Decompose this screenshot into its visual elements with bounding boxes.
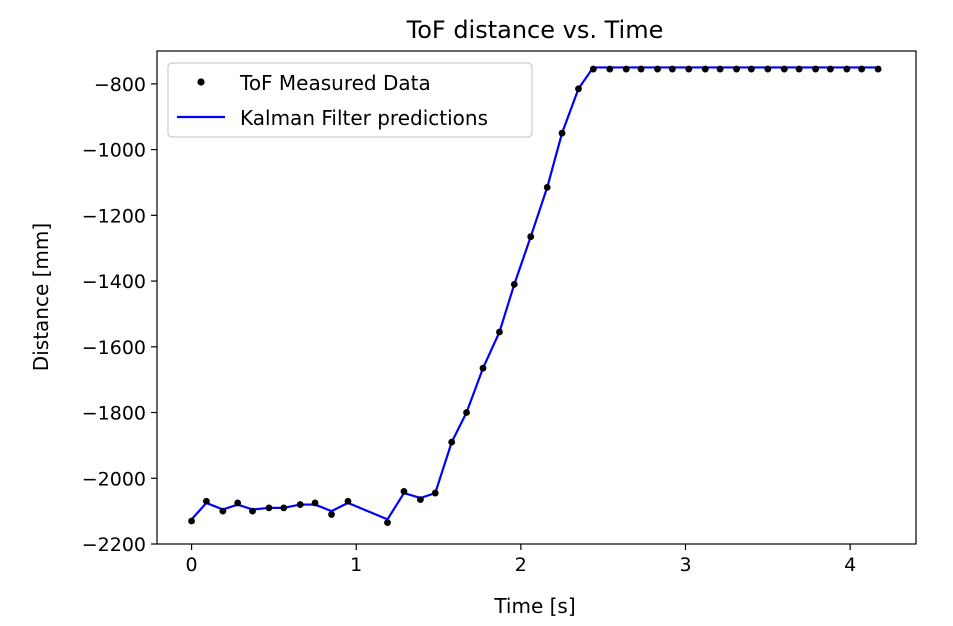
y-tick-label: −800 <box>94 74 146 96</box>
measured-data-point <box>188 517 195 525</box>
measured-data-point <box>575 85 582 93</box>
y-tick-label: −1200 <box>82 205 146 227</box>
measured-data-point <box>417 496 424 504</box>
measured-data-point <box>543 184 551 191</box>
legend-marker-measured <box>197 78 205 86</box>
y-tick-label: −1400 <box>82 271 146 293</box>
measured-data-point <box>219 507 227 515</box>
y-axis-label: Distance [mm] <box>29 223 53 371</box>
legend: ToF Measured Data Kalman Filter predicti… <box>167 62 533 138</box>
measured-data-point <box>858 65 866 73</box>
measured-data-point <box>733 65 740 73</box>
measured-data-point <box>606 65 614 73</box>
measured-data-point <box>685 65 693 73</box>
measured-data-point <box>826 65 834 73</box>
points-layer <box>188 65 882 527</box>
measured-data-point <box>747 65 755 73</box>
measured-data-point <box>637 65 645 73</box>
x-tick-label: 2 <box>515 554 527 576</box>
measured-data-point <box>280 504 288 512</box>
measured-data-point <box>558 129 566 137</box>
x-axis-label: Time [s] <box>493 594 575 618</box>
legend-box <box>167 62 533 138</box>
measured-data-point <box>527 233 535 241</box>
measured-data-point <box>328 511 335 518</box>
measured-data-point <box>812 65 819 73</box>
legend-label-measured: ToF Measured Data <box>239 71 431 95</box>
x-tick-label: 1 <box>350 554 362 576</box>
measured-data-point <box>764 65 772 73</box>
measured-data-point <box>496 328 503 336</box>
measured-data-point <box>589 65 597 73</box>
measured-data-point <box>202 497 210 505</box>
x-tick-label: 0 <box>186 554 198 576</box>
measured-data-point <box>234 499 242 507</box>
measured-data-point <box>668 65 676 73</box>
measured-data-point <box>795 65 803 73</box>
measured-data-point <box>463 409 470 416</box>
measured-data-point <box>384 519 391 527</box>
measured-data-point <box>874 65 882 73</box>
measured-data-point <box>296 501 304 508</box>
measured-data-point <box>249 507 256 515</box>
measured-data-point <box>622 65 630 73</box>
measured-data-point <box>716 65 724 73</box>
y-tick-label: −1000 <box>82 140 146 162</box>
measured-data-point <box>780 65 788 73</box>
measured-data-point <box>843 65 851 73</box>
legend-label-kalman: Kalman Filter predictions <box>240 106 488 130</box>
y-tick-label: −1800 <box>82 403 146 425</box>
measured-data-point <box>479 364 487 372</box>
measured-data-point <box>510 280 518 288</box>
measured-data-point <box>431 489 439 497</box>
x-axis: 0 1 2 3 4 <box>186 544 856 576</box>
y-tick-label: −2200 <box>82 534 146 556</box>
x-tick-label: 3 <box>679 554 691 576</box>
measured-data-point <box>448 438 456 446</box>
measured-data-point <box>311 499 319 507</box>
measured-data-point <box>344 497 352 505</box>
measured-data-point <box>654 65 661 73</box>
measured-data-point <box>265 504 273 512</box>
measured-data-point <box>400 488 408 495</box>
x-tick-label: 4 <box>844 554 856 576</box>
y-tick-label: −1600 <box>82 337 146 359</box>
y-axis: −2200 −2000 −1800 −1600 −1400 −1200 −1000 −800 <box>82 74 157 556</box>
chart-title: ToF distance vs. Time <box>406 16 664 44</box>
y-tick-label: −2000 <box>82 468 146 490</box>
measured-data-point <box>701 65 709 73</box>
